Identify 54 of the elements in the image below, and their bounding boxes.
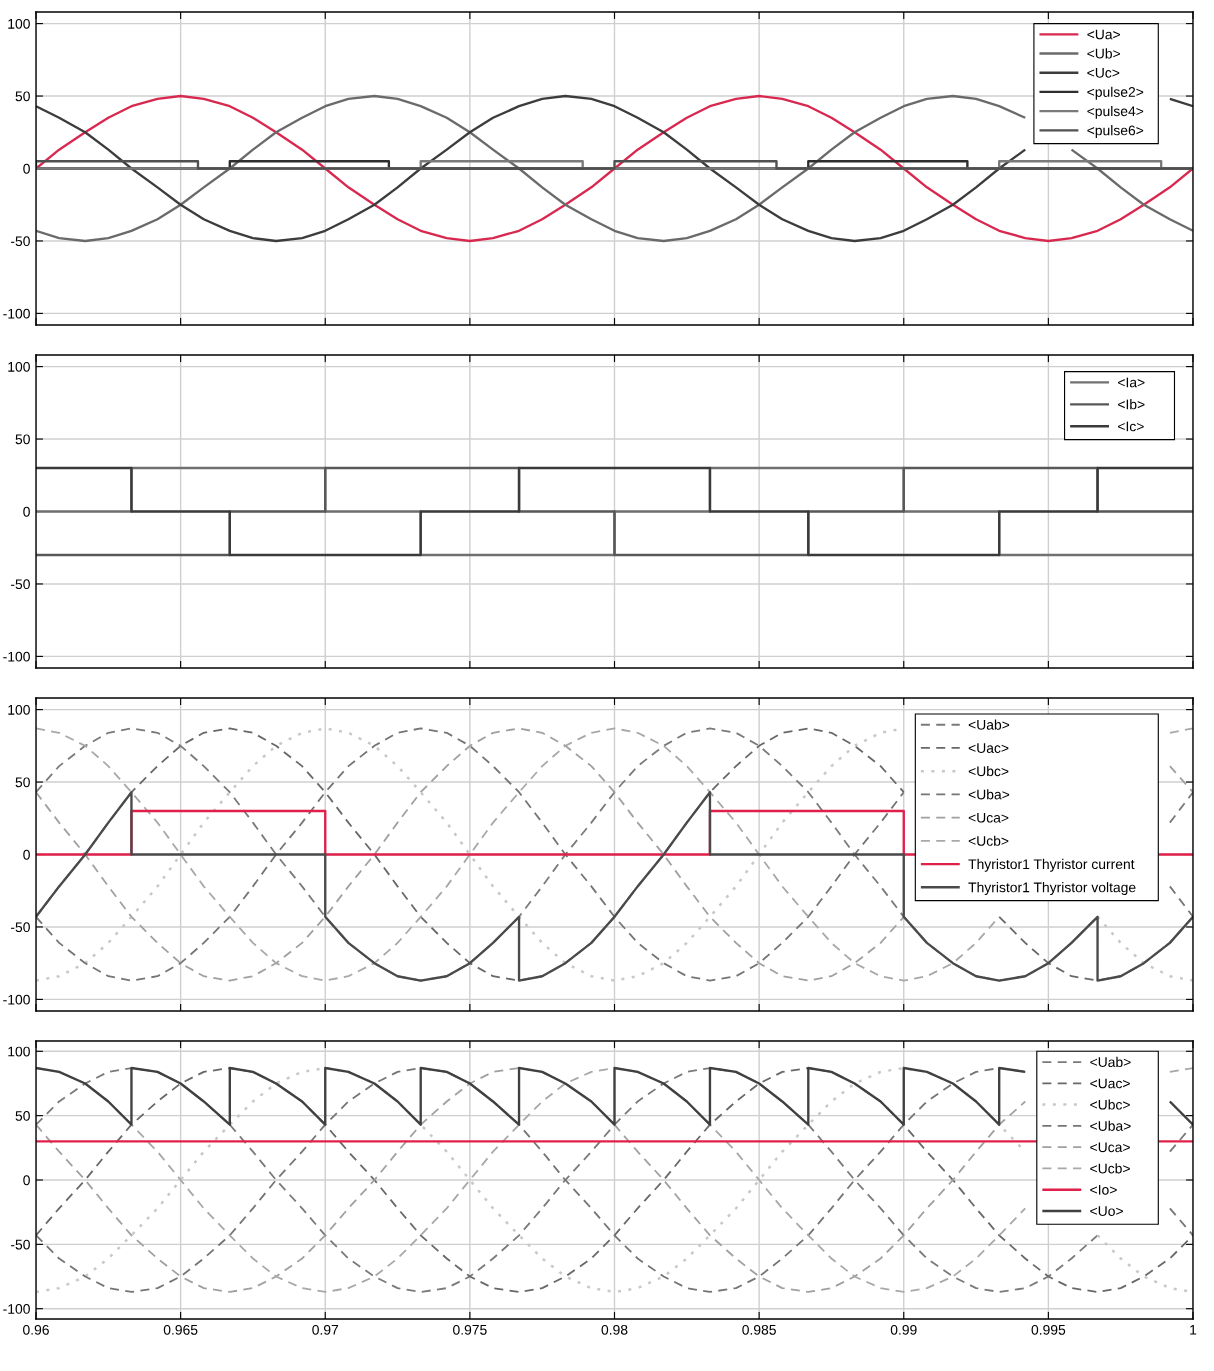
y-tick-label: -100: [3, 651, 30, 662]
legend-label: <Uca>: [1090, 1142, 1130, 1153]
legend-label: <Uo>: [1090, 1206, 1123, 1217]
x-tick-label: 0.975: [453, 1324, 487, 1335]
legend-label: <Ubc>: [1090, 1099, 1130, 1110]
legend-label: <Ubc>: [968, 765, 1009, 777]
x-tick-label: 0.985: [742, 1324, 776, 1335]
x-tick-label: 0.995: [1031, 1324, 1066, 1335]
legend-label: <Uba>: [968, 789, 1010, 800]
y-tick-label: -100: [3, 308, 30, 319]
y-tick-label: -50: [10, 922, 30, 933]
y-tick-label: -50: [10, 579, 30, 590]
x-tick-label: 0.98: [601, 1324, 628, 1335]
legend-label: Thyristor1 Thyristor current: [968, 858, 1135, 872]
legend-label: <Ucb>: [1090, 1163, 1130, 1174]
legend-label: <Ua>: [1087, 29, 1120, 40]
legend-label: <Uca>: [968, 812, 1009, 823]
x-tick-label: 0.99: [890, 1324, 917, 1335]
legend-label: <Uac>: [1090, 1078, 1130, 1089]
legend-label: <Ib>: [1118, 399, 1145, 410]
y-tick-label: 100: [8, 1046, 30, 1057]
legend-label: <Uab>: [1090, 1056, 1131, 1068]
legend-label: Thyristor1 Thyristor voltage: [968, 882, 1136, 896]
legend-label: <pulse4>: [1087, 105, 1144, 119]
y-tick-label: 50: [15, 91, 30, 102]
y-tick-label: 100: [8, 361, 30, 372]
y-tick-label: 50: [15, 1110, 30, 1121]
legend-label: <pulse2>: [1087, 86, 1144, 100]
legend-label: <Ub>: [1087, 48, 1120, 59]
y-tick-label: -50: [10, 1239, 30, 1250]
x-tick-label: 0.96: [23, 1324, 49, 1335]
y-tick-label: 50: [15, 777, 30, 788]
y-tick-label: -100: [3, 1304, 30, 1314]
y-tick-label: -100: [3, 994, 30, 1005]
legend-label: <Uac>: [968, 743, 1009, 753]
legend-label: <Uab>: [968, 719, 1010, 730]
legend-label: <Uc>: [1087, 68, 1120, 78]
y-tick-label: 0: [23, 849, 30, 860]
legend-label: <Ic>: [1118, 421, 1144, 432]
legend-label: <pulse6>: [1087, 125, 1144, 139]
y-tick-label: 100: [8, 18, 30, 29]
legend-label: <Ucb>: [968, 835, 1009, 846]
y-tick-label: 0: [23, 506, 30, 517]
legend-label: <Uba>: [1090, 1120, 1131, 1131]
x-tick-label: 0.97: [312, 1324, 339, 1335]
x-tick-label: 0.965: [163, 1324, 198, 1335]
y-tick-label: 0: [23, 163, 30, 174]
legend-label: <Io>: [1090, 1185, 1117, 1195]
x-tick-label: 1: [1190, 1325, 1197, 1335]
y-tick-label: -50: [10, 236, 30, 247]
legend-label: <Ia>: [1118, 377, 1145, 388]
y-tick-label: 0: [23, 1175, 30, 1186]
y-tick-label: 50: [15, 434, 30, 445]
y-tick-label: 100: [8, 704, 30, 715]
